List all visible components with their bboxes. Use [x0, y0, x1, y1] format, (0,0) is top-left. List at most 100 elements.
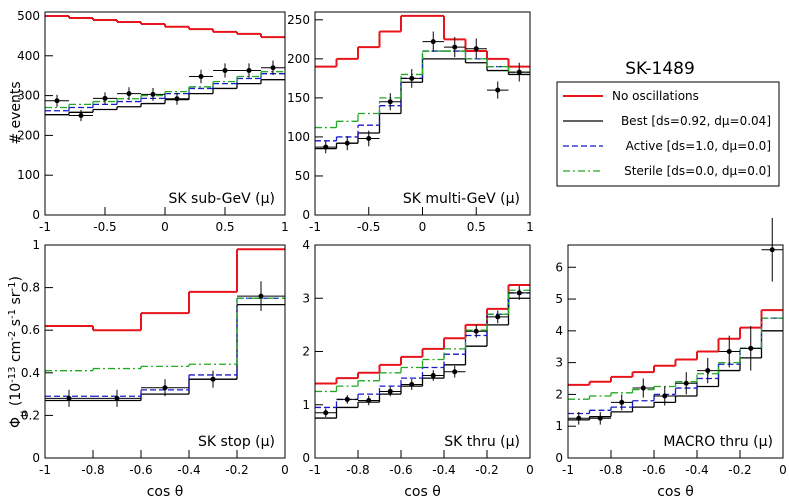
x-tick-label: -0.4 — [432, 463, 455, 477]
y-tick-label: 0 — [302, 451, 310, 465]
step-riser — [92, 249, 238, 331]
x-tick-label: 0 — [161, 220, 169, 234]
legend-label: Active [ds=1.0, dμ=0.0] — [626, 139, 771, 153]
y-tick-label: 100 — [287, 130, 310, 144]
x-tick-label: 0.5 — [467, 220, 486, 234]
y-tick-label: 0 — [555, 451, 563, 465]
data-point — [198, 73, 204, 79]
panel-label: MACRO thru (μ) — [663, 434, 773, 450]
label-part: -2 — [7, 331, 18, 341]
y-tick-label: 0.6 — [21, 323, 40, 337]
y-tick-label: 0 — [32, 208, 40, 222]
data-point — [516, 69, 522, 75]
x-axis-label: cos θ — [404, 484, 441, 500]
data-point — [640, 385, 646, 391]
data-point — [150, 91, 156, 97]
plot-frame — [44, 11, 286, 216]
y-tick-label: 2 — [555, 387, 563, 401]
data-point — [366, 397, 372, 403]
plot-frame — [44, 244, 286, 459]
label-part: Φ — [8, 417, 24, 428]
y-tick-label: 300 — [17, 89, 40, 103]
legend-label: No oscillations — [612, 89, 699, 103]
data-point — [126, 91, 132, 97]
legend-box — [556, 81, 780, 187]
data-point — [430, 372, 436, 378]
y-tick-label: 0.4 — [21, 366, 40, 380]
legend-label: Best [ds=0.92, dμ=0.04] — [621, 114, 771, 128]
y-tick-label: 400 — [17, 49, 40, 63]
x-axis-label: cos θ — [147, 484, 184, 500]
x-tick-label: 0 — [419, 220, 427, 234]
plot-frame — [314, 11, 531, 216]
step-riser — [335, 51, 510, 141]
data-point — [597, 415, 603, 421]
data-point — [409, 382, 415, 388]
x-tick-label: -0.8 — [346, 463, 369, 477]
y-tick-label: 200 — [17, 128, 40, 142]
data-point — [258, 293, 264, 299]
x-tick-label: -1 — [39, 463, 51, 477]
x-tick-label: -0.2 — [475, 463, 498, 477]
step-riser — [68, 79, 262, 115]
x-tick-label: -1 — [309, 220, 321, 234]
x-tick-label: -0.4 — [177, 463, 200, 477]
panel-label: SK thru (μ) — [444, 434, 520, 450]
step-riser — [140, 304, 238, 401]
x-tick-label: 1 — [526, 220, 534, 234]
data-point — [387, 99, 393, 105]
x-tick-label: 0 — [779, 463, 787, 477]
step-riser — [140, 298, 238, 397]
x-tick-label: -0.6 — [129, 463, 152, 477]
data-point — [452, 369, 458, 375]
x-tick-label: -0.2 — [225, 463, 248, 477]
data-point — [270, 65, 276, 71]
data-point — [619, 399, 625, 405]
data-point — [54, 98, 60, 104]
y-tick-label: 1 — [555, 419, 563, 433]
data-point — [705, 368, 711, 374]
x-tick-label: -0.6 — [389, 463, 412, 477]
y-tick-label: 3 — [302, 291, 310, 305]
step-riser — [588, 310, 763, 385]
y-tick-label: 0.2 — [21, 408, 40, 422]
step-riser — [335, 290, 510, 392]
data-point — [516, 290, 522, 296]
label-part: μ — [18, 410, 29, 417]
y-tick-label: 4 — [555, 324, 563, 338]
x-tick-label: -0.2 — [728, 463, 751, 477]
label-part: ) — [8, 276, 24, 281]
y-tick-label: 50 — [295, 169, 310, 183]
step-riser — [92, 298, 238, 371]
x-tick-label: -0.6 — [642, 463, 665, 477]
data-point — [495, 87, 501, 93]
panel-label: SK sub-GeV (μ) — [169, 191, 275, 207]
label-part: (10 — [8, 383, 24, 411]
data-point — [222, 68, 228, 74]
plot-frame — [314, 244, 531, 459]
x-tick-label: -0.8 — [599, 463, 622, 477]
y-tick-label: 0.8 — [21, 281, 40, 295]
y-axis-label: # events — [8, 81, 24, 144]
panel-label: SK multi-GeV (μ) — [403, 191, 520, 207]
y-tick-label: 200 — [287, 52, 310, 66]
step-riser — [335, 51, 510, 128]
data-point — [344, 140, 350, 146]
x-tick-label: 0 — [526, 463, 534, 477]
y-tick-label: 2 — [302, 345, 310, 359]
y-tick-label: 5 — [555, 292, 563, 306]
data-point — [323, 144, 329, 150]
data-point — [748, 345, 754, 351]
data-point — [114, 395, 120, 401]
data-point — [78, 112, 84, 118]
label-part: cm — [8, 341, 24, 367]
step-riser — [335, 15, 510, 67]
data-point — [473, 328, 479, 334]
data-point — [430, 39, 436, 45]
y-tick-label: 1 — [302, 398, 310, 412]
panel-label: SK stop (μ) — [198, 434, 275, 450]
y-tick-label: 4 — [302, 238, 310, 252]
label-part: -1 — [7, 281, 18, 291]
data-point — [409, 75, 415, 81]
